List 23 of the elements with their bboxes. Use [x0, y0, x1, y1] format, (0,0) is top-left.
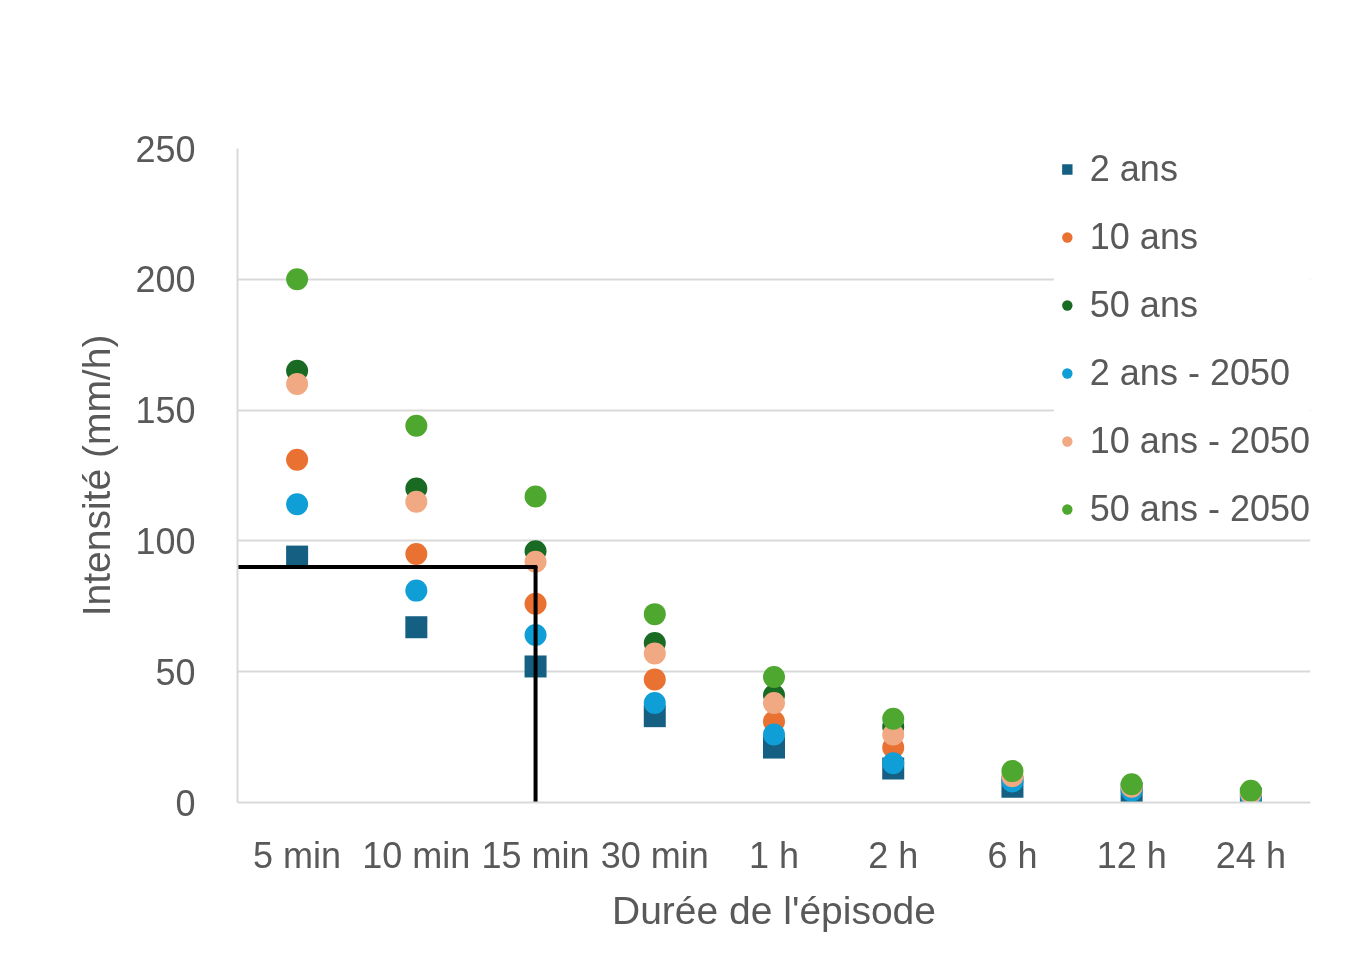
x-tick-label: 5 min — [253, 834, 342, 876]
legend-label: 10 ans - 2050 — [1089, 420, 1310, 462]
y-tick-label: 250 — [135, 128, 196, 170]
x-axis-title: Durée de l'épisode — [612, 888, 936, 932]
legend-label: 10 ans — [1089, 216, 1198, 258]
x-tick-label: 15 min — [481, 834, 590, 876]
legend-label: 50 ans — [1089, 284, 1198, 326]
x-tick-label: 12 h — [1096, 834, 1167, 876]
x-tick-label: 10 min — [362, 834, 471, 876]
y-tick-label: 100 — [135, 520, 196, 562]
y-axis-title: Intensité (mm/h) — [75, 334, 119, 617]
y-tick-label: 0 — [175, 782, 196, 824]
legend-label: 2 ans — [1089, 148, 1178, 190]
x-tick-label: 2 h — [868, 834, 919, 876]
y-tick-label: 50 — [155, 651, 196, 693]
y-tick-label: 200 — [135, 259, 196, 301]
legend-label: 50 ans - 2050 — [1089, 488, 1310, 530]
x-tick-label: 1 h — [748, 834, 800, 876]
x-tick-label: 24 h — [1215, 834, 1286, 876]
legend-label: 2 ans - 2050 — [1089, 352, 1290, 394]
x-tick-label: 6 h — [987, 834, 1038, 876]
x-tick-label: 30 min — [600, 834, 709, 876]
y-tick-label: 150 — [135, 390, 196, 432]
